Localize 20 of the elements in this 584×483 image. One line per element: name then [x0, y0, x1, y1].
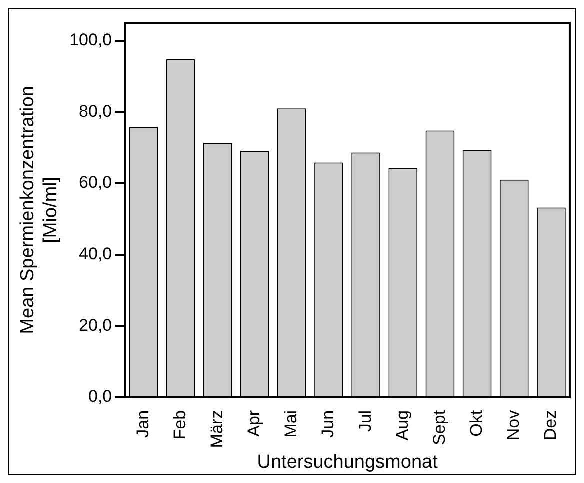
x-tick-label: Nov: [504, 410, 524, 441]
x-tick-label: Dez: [541, 410, 560, 441]
y-tick-label: 40,0: [79, 244, 112, 264]
y-tick-label: 0,0: [88, 387, 112, 406]
x-tick-label: Jun: [318, 410, 338, 438]
x-tick-label: Jul: [356, 410, 375, 432]
y-axis-title: Mean Spermienkonzentration [Mio/ml]: [18, 86, 62, 334]
y-tick-label: 60,0: [79, 173, 112, 192]
x-tick-label: März: [208, 410, 226, 448]
x-tick-label: Mai: [282, 410, 301, 438]
y-tick-label: 20,0: [79, 316, 112, 335]
x-axis-title: Untersuchungsmonat: [257, 452, 439, 473]
x-tick-label: Aug: [392, 410, 412, 441]
y-tick-label: 100,0: [70, 30, 112, 50]
x-tick-label: Sept: [430, 410, 449, 446]
x-tick-label: Okt: [466, 410, 486, 437]
x-tick-label: Feb: [170, 410, 190, 440]
x-tick-label: Apr: [244, 410, 264, 437]
y-tick-label: 80,0: [79, 102, 112, 121]
x-tick-label: Jan: [133, 410, 152, 438]
